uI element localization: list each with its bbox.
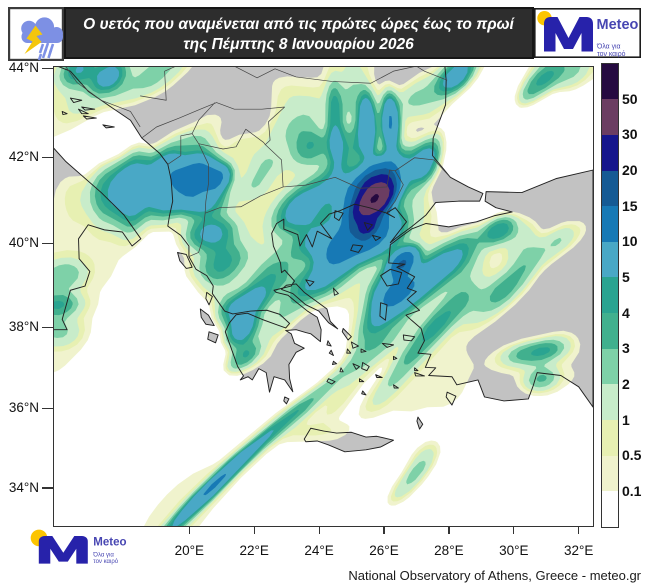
svg-text:τον καιρό: τον καιρό [597, 50, 626, 58]
svg-text:Meteo: Meteo [93, 537, 126, 549]
svg-text:Όλα για: Όλα για [596, 43, 621, 50]
svg-text:Όλα για: Όλα για [92, 552, 114, 558]
svg-text:τον καιρό: τον καιρό [93, 558, 118, 565]
svg-text:Meteo: Meteo [596, 17, 638, 33]
